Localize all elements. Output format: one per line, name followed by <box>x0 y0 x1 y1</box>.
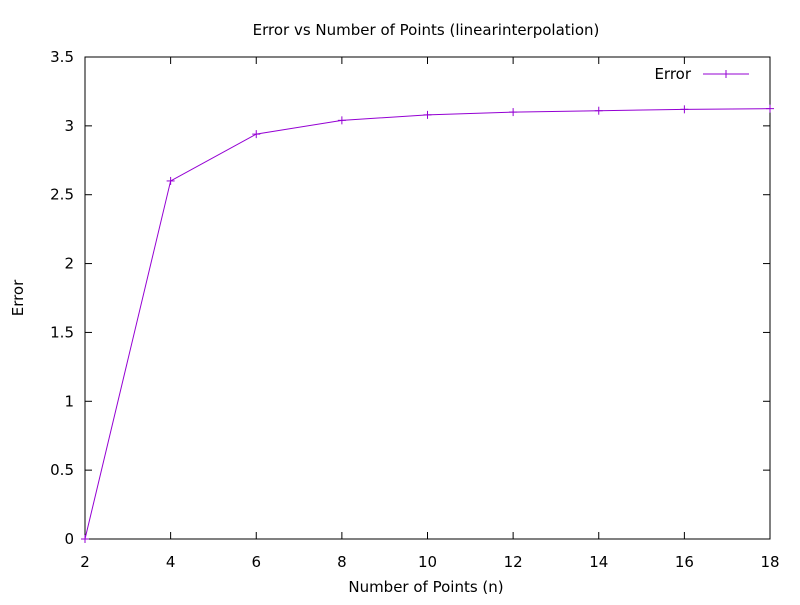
y-tick-label: 3.5 <box>50 48 74 66</box>
x-tick-label: 4 <box>166 553 176 571</box>
data-point <box>594 106 603 115</box>
chart-title: Error vs Number of Points (linearinterpo… <box>253 21 600 39</box>
y-tick-label: 2.5 <box>50 186 74 204</box>
data-point <box>680 105 689 114</box>
series-line-error <box>84 108 771 540</box>
y-tick-label: 1 <box>64 392 74 410</box>
y-tick-label: 3 <box>64 117 74 135</box>
y-axis-title: Error <box>9 279 27 316</box>
data-point <box>166 176 175 185</box>
data-point <box>423 110 432 119</box>
x-axis-title: Number of Points (n) <box>348 578 503 596</box>
x-tick-label: 10 <box>418 553 437 571</box>
y-axis-ticks <box>85 56 770 540</box>
x-tick-label: 14 <box>589 553 608 571</box>
x-axis-ticks <box>84 57 771 539</box>
data-point <box>509 108 518 117</box>
x-axis-tick-labels: 2 4 6 8 10 12 14 16 18 <box>80 553 779 571</box>
x-tick-label: 18 <box>760 553 779 571</box>
x-tick-label: 8 <box>337 553 347 571</box>
x-tick-label: 12 <box>504 553 523 571</box>
plot-frame <box>84 56 771 540</box>
data-point <box>337 116 346 125</box>
data-point <box>81 535 89 543</box>
legend: Error <box>654 65 749 83</box>
series-group <box>81 104 774 543</box>
y-tick-label: 1.5 <box>50 323 74 341</box>
y-tick-label: 0 <box>64 530 74 548</box>
legend-label-error: Error <box>654 65 691 83</box>
legend-marker <box>722 70 730 78</box>
data-point <box>252 130 261 139</box>
y-tick-label: 0.5 <box>50 461 74 479</box>
y-tick-label: 2 <box>64 255 74 273</box>
y-axis-tick-labels: 0 0.5 1 1.5 2 2.5 3 3.5 <box>50 48 74 548</box>
data-point <box>766 104 774 113</box>
x-tick-label: 2 <box>80 553 90 571</box>
x-tick-label: 6 <box>251 553 261 571</box>
x-tick-label: 16 <box>675 553 694 571</box>
